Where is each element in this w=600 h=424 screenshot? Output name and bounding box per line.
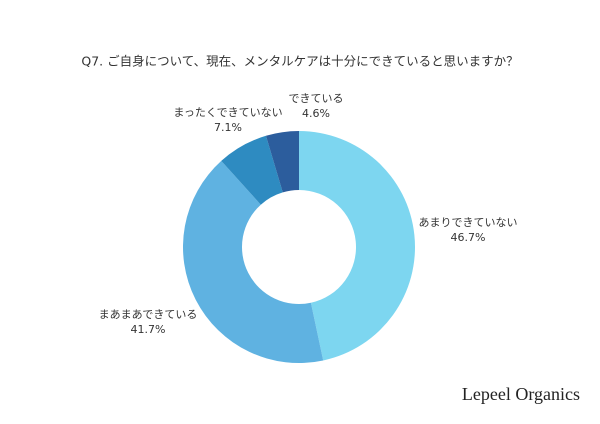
chart-title: Q7. ご自身について、現在、メンタルケアは十分にできていると思いますか？ <box>81 54 518 69</box>
category-label: まったくできていない <box>173 106 282 119</box>
donut-wedge <box>265 131 299 193</box>
category-label: まあまあできている <box>99 308 198 321</box>
value-label: 41.7% <box>131 323 166 336</box>
category-label: あまりできていない <box>419 216 518 229</box>
donut <box>183 131 415 363</box>
donut-wedge <box>183 160 324 363</box>
brand: Lepeel Organics <box>462 384 580 404</box>
donut-wedge <box>221 135 283 205</box>
value-label: 4.6% <box>302 107 330 120</box>
value-label: 7.1% <box>214 121 242 134</box>
value-label: 46.7% <box>451 231 486 244</box>
donut-wedge <box>299 131 415 361</box>
category-label: できている <box>289 92 344 105</box>
